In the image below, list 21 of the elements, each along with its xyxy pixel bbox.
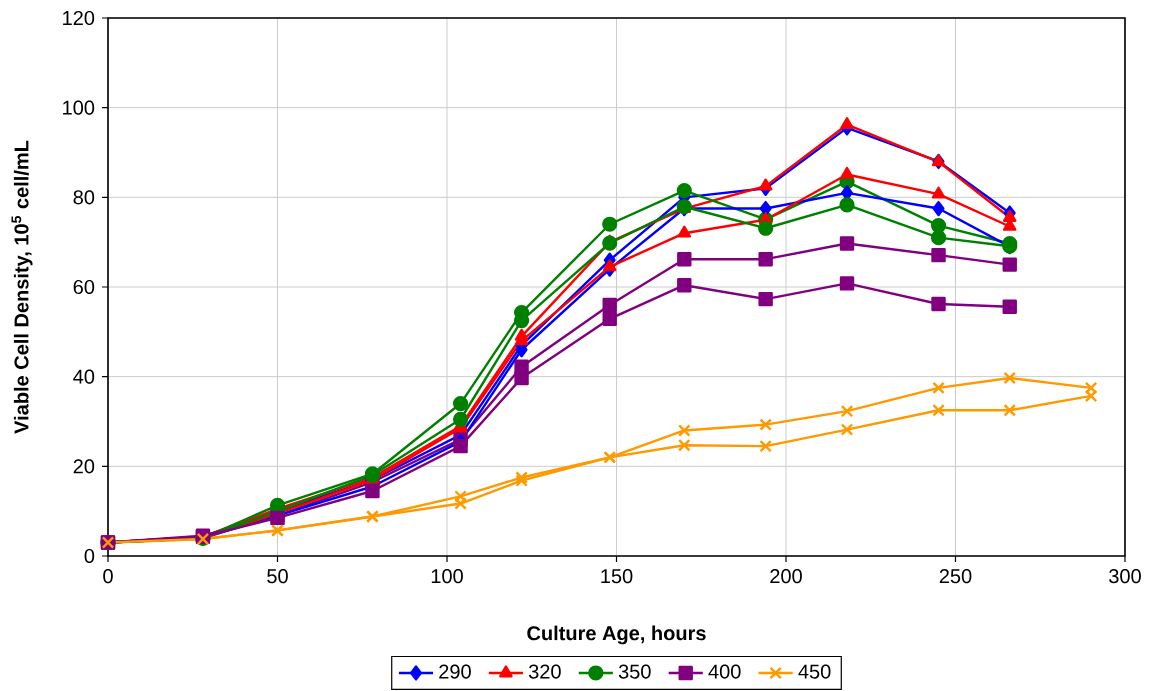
- y-tick-label: 0: [84, 548, 95, 564]
- y-axis-title: Viable Cell Density, 10$^{5}$ cell/mL: [11, 140, 33, 434]
- y-tick-label: 120: [63, 10, 95, 26]
- y-tick-label: 80: [73, 190, 95, 205]
- legend-label: 450: [798, 664, 831, 679]
- x-tick-label: 50: [267, 569, 288, 584]
- y-tick-label: 60: [73, 279, 95, 295]
- legend-label: 320: [528, 664, 561, 679]
- x-tick-label: 300: [1109, 569, 1141, 584]
- x-tick-label: 0: [103, 569, 113, 584]
- legend-label: 400: [708, 664, 741, 679]
- y-tick-label: 40: [73, 369, 95, 384]
- y-tick-label: 20: [73, 459, 95, 474]
- x-tick-label: 200: [770, 569, 802, 584]
- legend-label: 290: [439, 664, 471, 679]
- x-tick-label: 100: [431, 569, 463, 584]
- y-tick-label: 100: [63, 100, 95, 115]
- x-tick-label: 250: [939, 569, 972, 584]
- legend-label: 350: [618, 664, 651, 679]
- x-axis-title: Culture Age, hours: [527, 625, 706, 645]
- x-tick-label: 150: [601, 569, 633, 584]
